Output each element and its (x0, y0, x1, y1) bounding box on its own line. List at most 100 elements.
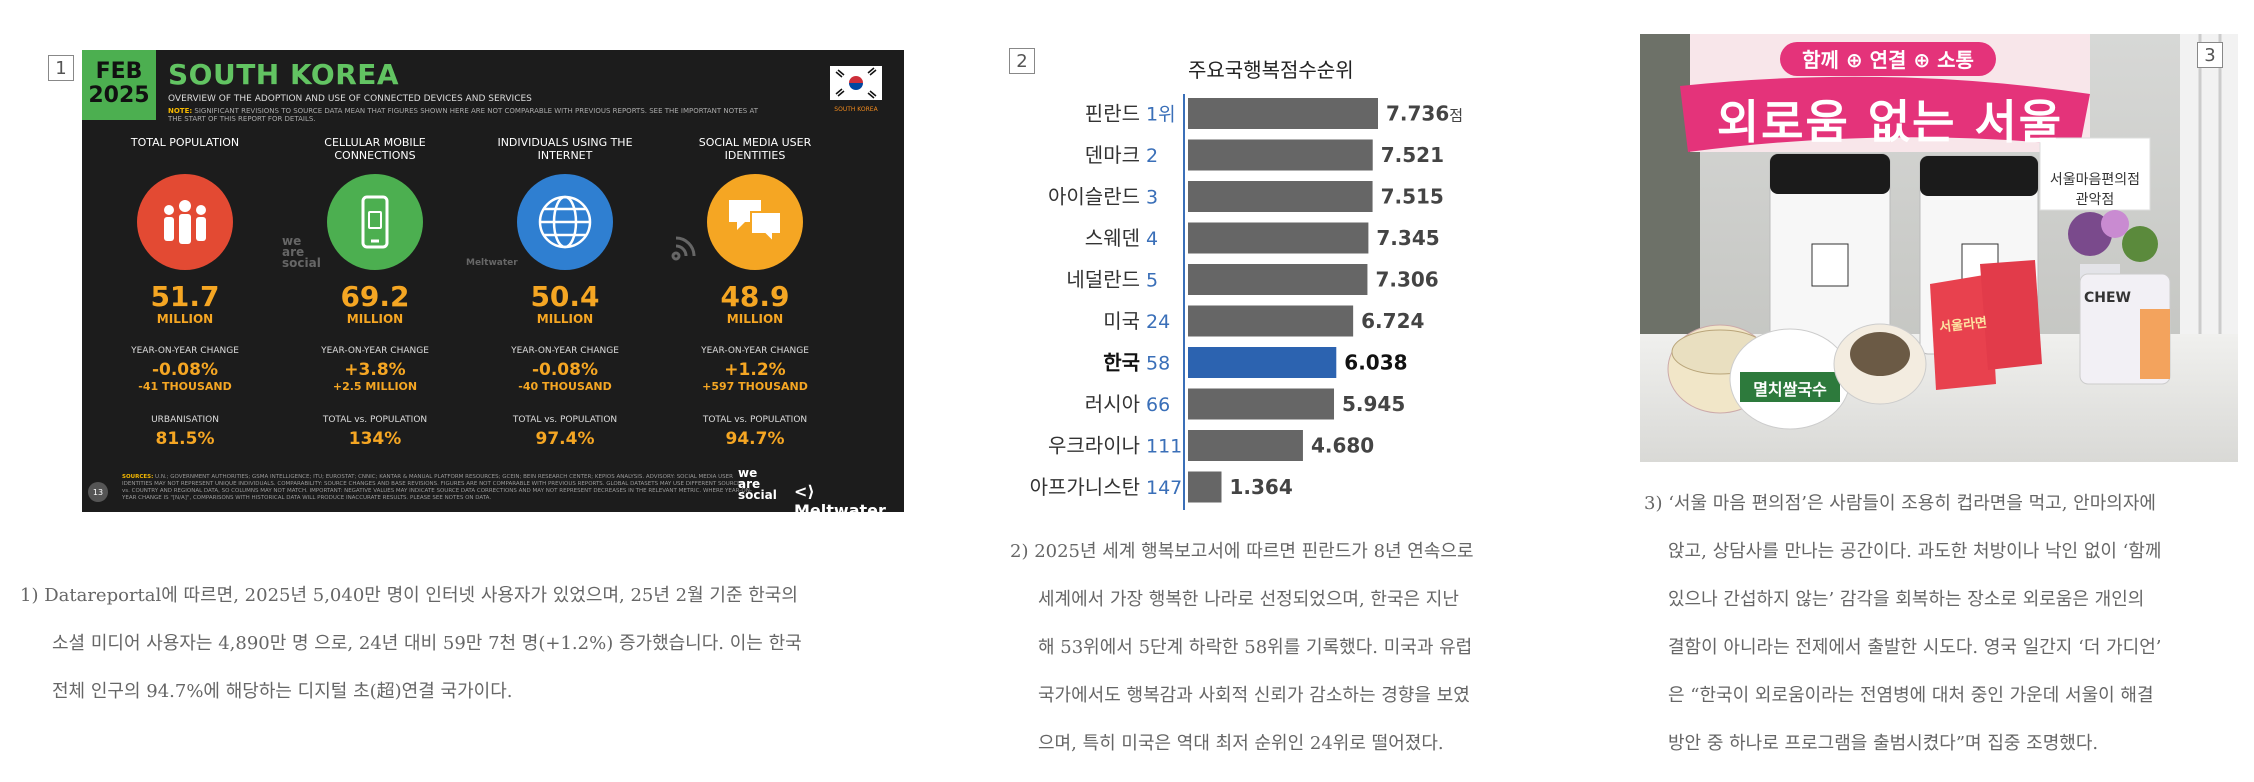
banner-slogan: 함께 ⊕ 연결 ⊕ 소통 (1802, 48, 1974, 72)
bar (1188, 471, 1222, 503)
bar (1188, 347, 1337, 378)
caption-line: 1) Datareportal에 따르면, 2025년 5,040만 명이 인터… (20, 585, 798, 606)
change-percent: +1.2% (724, 360, 786, 380)
watermark-we-are-social: we are social (282, 234, 321, 270)
caption-line: 방안 중 하나로 프로그램을 출범시켰다”며 집중 조명했다. (1668, 733, 2099, 754)
change-label: YEAR-ON-YEAR CHANGE (321, 346, 429, 356)
bar (1188, 430, 1303, 461)
rank-label: 2 (1146, 145, 1158, 167)
caption-line: 은 “한국이 외로움이라는 전염병에 대처 중인 가운데 서울이 해결 (1668, 685, 2154, 706)
date-year: 2025 (88, 83, 150, 108)
change-absolute: +597 THOUSAND (702, 380, 808, 393)
sources-footer: SOURCES: U.N.; GOVERNMENT AUTHORITIES; G… (122, 474, 752, 501)
infographic-note: NOTE: SIGNIFICANT REVISIONS TO SOURCE DA… (168, 107, 758, 123)
people-icon (137, 174, 233, 270)
caption-line: 으며, 특히 미국은 역대 최저 순위인 24위로 떨어졌다. (1038, 733, 1444, 754)
value-label: 7.515 (1381, 185, 1444, 209)
chat-bubbles-icon (707, 174, 803, 270)
stat-column-population: TOTAL POPULATION 51.7 MILLION YEAR-ON-YE… (100, 136, 270, 449)
rank-label: 3 (1146, 187, 1158, 209)
stat-label: SOCIAL MEDIA USER IDENTITIES (698, 136, 812, 162)
category-label: 네덜란드 (1066, 268, 1140, 292)
value-label: 7.736점 (1386, 102, 1463, 126)
ratio-value: 97.4% (535, 429, 595, 449)
ratio-label: TOTAL vs. POPULATION (322, 415, 428, 425)
bar (1188, 305, 1354, 337)
ratio-label: TOTAL vs. POPULATION (702, 415, 808, 425)
rank-label: 4 (1146, 228, 1158, 250)
bar (1188, 388, 1335, 420)
value-label: 6.038 (1344, 351, 1407, 375)
value-label: 5.945 (1342, 392, 1405, 416)
bar (1188, 139, 1373, 171)
panel-number-1: 1 (48, 55, 74, 81)
bar (1188, 98, 1378, 129)
ratio-value: 94.7% (725, 429, 785, 449)
stat-value: 69.2 (340, 280, 410, 313)
change-percent: +3.8% (344, 360, 406, 380)
caption-line: 앉고, 상담사를 만나는 공간이다. 과도한 처방이나 낙인 없이 ‘함께 (1668, 541, 2162, 562)
value-label: 7.521 (1381, 143, 1444, 167)
change-label: YEAR-ON-YEAR CHANGE (511, 346, 619, 356)
caption-line: 세계에서 가장 행복한 나라로 선정되었으며, 한국은 지난 (1038, 589, 1459, 610)
date-month: FEB (95, 59, 143, 84)
value-label: 7.306 (1375, 268, 1438, 292)
panel-number-3: 3 (2197, 42, 2223, 68)
watermark-meltwater: Meltwater (466, 258, 518, 268)
category-label: 덴마크 (1085, 143, 1140, 167)
pouch-label: CHEW (2084, 290, 2131, 306)
change-absolute: +2.5 MILLION (332, 380, 418, 393)
stat-label: TOTAL POPULATION (130, 136, 240, 149)
mobile-phone-icon (327, 174, 423, 270)
ratio-value: 134% (348, 429, 402, 449)
bar (1188, 264, 1368, 295)
stat-column-social: SOCIAL MEDIA USER IDENTITIES 48.9 MILLIO… (670, 136, 840, 449)
caption-line: 소셜 미디어 사용자는 4,890만 명 으로, 24년 대비 59만 7천 명… (52, 633, 802, 654)
category-label: 미국 (1103, 309, 1140, 333)
stat-label: INDIVIDUALS USING THE INTERNET (497, 136, 633, 162)
category-label: 핀란드 (1085, 102, 1140, 126)
caption-line: 3) ‘서울 마음 편의점’은 사람들이 조용히 컵라면을 먹고, 안마의자에 (1644, 493, 2156, 514)
caption-line: 해 53위에서 5단계 하락한 58위를 기록했다. 미국과 유럽 (1038, 637, 1473, 658)
ratio-label: URBANISATION (151, 415, 219, 425)
stat-unit: MILLION (536, 312, 594, 326)
noodle-cup-label: 멸치쌀국수 (1753, 380, 1827, 399)
rank-label: 111 (1146, 436, 1182, 458)
meltwater-logo: <⟩Meltwater (794, 482, 886, 512)
caption-2: 2) 2025년 세계 행복보고서에 따르면 핀란드가 8년 연속으로 세계에서… (1010, 528, 1474, 768)
change-label: YEAR-ON-YEAR CHANGE (701, 346, 809, 356)
stat-unit: MILLION (726, 312, 784, 326)
change-label: YEAR-ON-YEAR CHANGE (131, 346, 239, 356)
infographic-title: SOUTH KOREA (168, 58, 400, 91)
change-percent: -0.08% (151, 360, 219, 380)
stat-value: 51.7 (150, 280, 220, 313)
infographic-subtitle: OVERVIEW OF THE ADOPTION AND USE OF CONN… (168, 94, 532, 104)
stat-label: CELLULAR MOBILE CONNECTIONS (324, 136, 426, 162)
ratio-value: 81.5% (155, 429, 215, 449)
caption-1: 1) Datareportal에 따르면, 2025년 5,040만 명이 인터… (20, 572, 802, 716)
category-label: 러시아 (1085, 392, 1140, 416)
rank-label: 147 (1146, 477, 1182, 499)
value-label: 7.345 (1376, 226, 1439, 250)
stat-column-internet: INDIVIDUALS USING THE INTERNET 50.4 MILL… (480, 136, 650, 449)
chart-title: 주요국행복점수순위 (1188, 58, 1354, 82)
category-label: 한국 (1103, 351, 1140, 375)
stat-value: 48.9 (720, 280, 790, 313)
category-label: 아프가니스탄 (1030, 475, 1140, 499)
change-percent: -0.08% (531, 360, 599, 380)
panel-number-2: 2 (1009, 48, 1035, 74)
bar (1188, 181, 1373, 212)
ratio-label: TOTAL vs. POPULATION (512, 415, 618, 425)
seoul-mind-store-photo: 함께 ⊕ 연결 ⊕ 소통 외로움 없는 서울 서울마음편의점 관악점 멸치쌀국수 … (1640, 34, 2238, 462)
value-label: 1.364 (1230, 475, 1293, 499)
caption-line: 2) 2025년 세계 행복보고서에 따르면 핀란드가 8년 연속으로 (1010, 541, 1474, 562)
rank-label: 24 (1146, 311, 1170, 333)
category-label: 스웨덴 (1085, 226, 1140, 250)
store-sign: 서울마음편의점 관악점 (2049, 172, 2141, 208)
banner-title: 외로움 없는 서울 (1716, 95, 2064, 149)
bar (1188, 222, 1369, 254)
caption-line: 전체 인구의 94.7%에 해당하는 디지털 초(超)연결 국가이다. (52, 681, 513, 702)
value-label: 6.724 (1361, 309, 1424, 333)
rank-label: 5 (1146, 270, 1158, 292)
